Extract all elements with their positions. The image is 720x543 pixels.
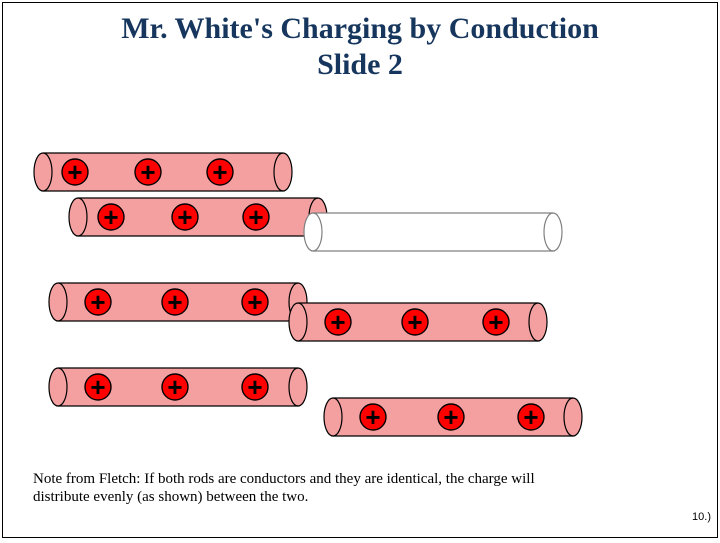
svg-text:+: +: [365, 402, 380, 432]
svg-text:+: +: [167, 372, 182, 402]
svg-text:+: +: [140, 157, 155, 187]
svg-text:+: +: [407, 307, 422, 337]
svg-text:+: +: [90, 372, 105, 402]
slide-frame: Mr. White's Charging by Conduction Slide…: [2, 2, 718, 538]
svg-text:+: +: [247, 372, 262, 402]
svg-text:+: +: [488, 307, 503, 337]
svg-text:+: +: [177, 202, 192, 232]
svg-text:+: +: [90, 287, 105, 317]
page-number: 10.): [692, 511, 711, 523]
rod-r3: [304, 213, 562, 251]
svg-text:+: +: [167, 287, 182, 317]
svg-text:+: +: [330, 307, 345, 337]
svg-text:+: +: [67, 157, 82, 187]
svg-text:+: +: [248, 202, 263, 232]
conduction-diagram: + + + + + + + + + + + + + + + + + +: [3, 3, 720, 543]
svg-text:+: +: [212, 157, 227, 187]
svg-text:+: +: [443, 402, 458, 432]
svg-text:+: +: [247, 287, 262, 317]
svg-text:+: +: [103, 202, 118, 232]
svg-text:+: +: [523, 402, 538, 432]
footer-note: Note from Fletch: If both rods are condu…: [33, 470, 593, 508]
